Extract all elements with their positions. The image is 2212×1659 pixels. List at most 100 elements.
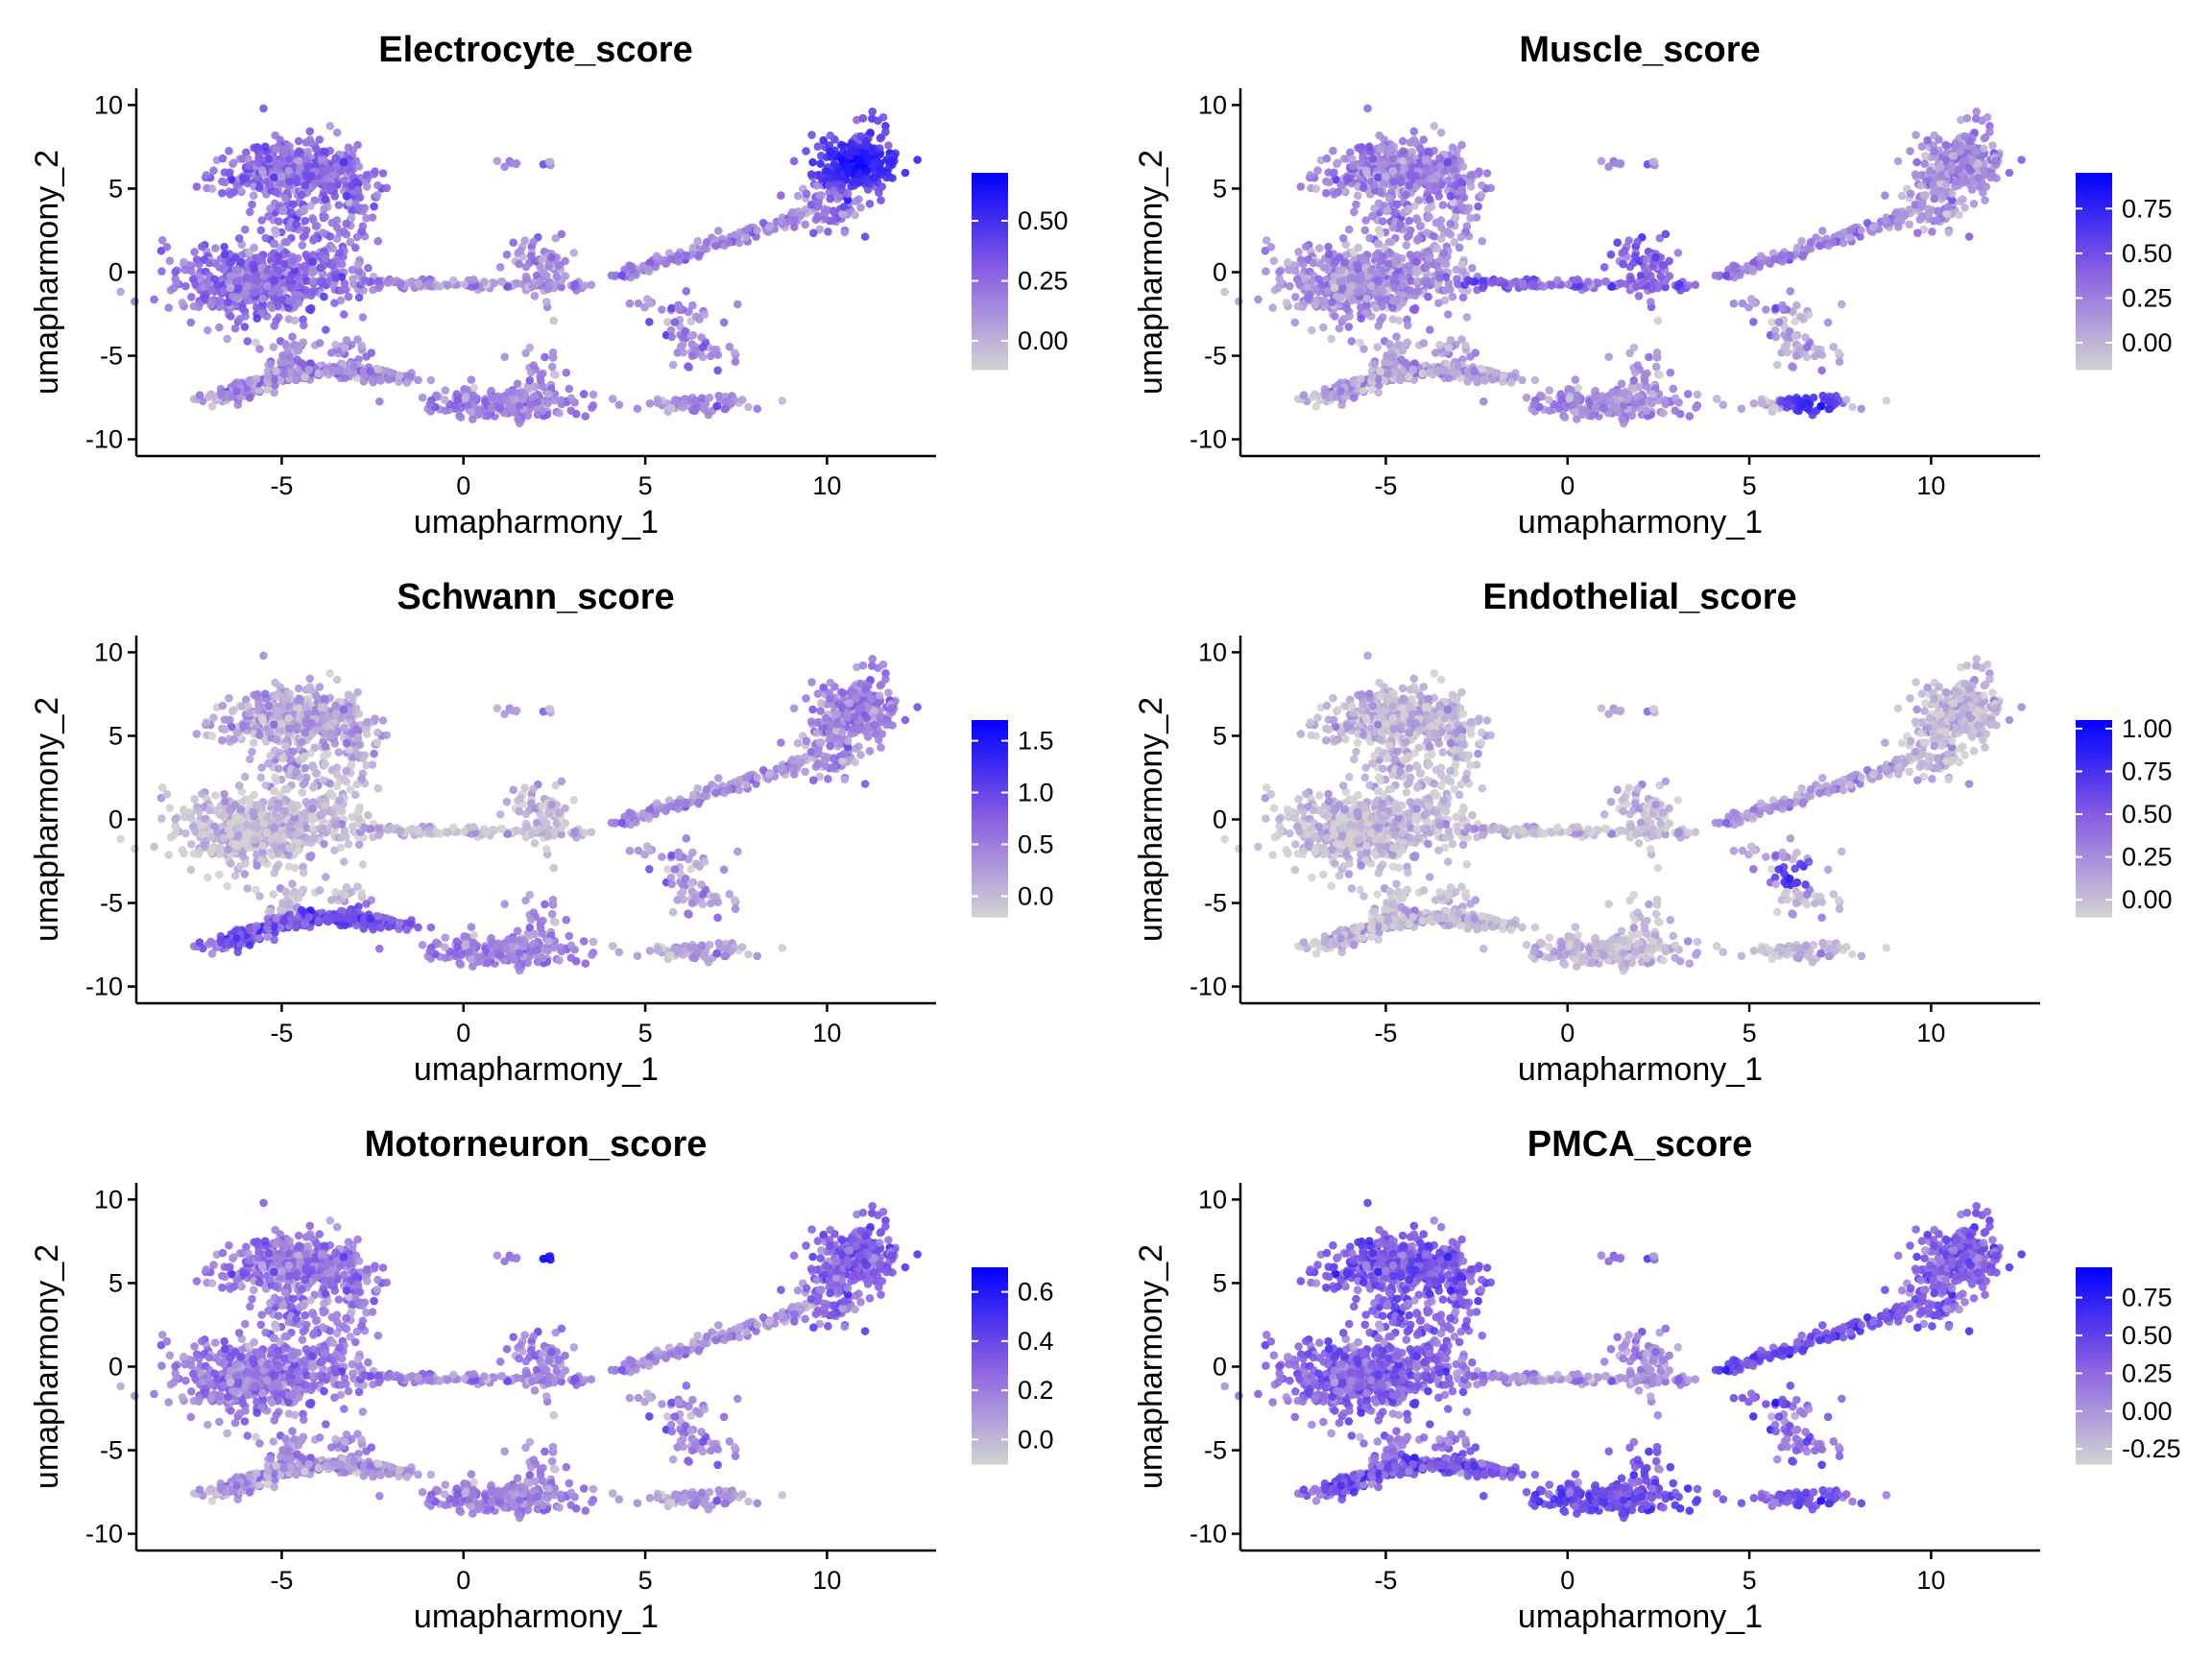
data-point xyxy=(300,321,308,330)
data-point xyxy=(1401,358,1410,368)
data-point xyxy=(581,412,590,421)
data-point xyxy=(1642,382,1651,391)
data-point xyxy=(1599,263,1609,272)
data-point xyxy=(1613,238,1622,247)
data-point xyxy=(1262,236,1271,245)
data-point xyxy=(281,340,290,349)
data-point xyxy=(457,403,466,413)
data-point xyxy=(1435,154,1444,162)
data-point xyxy=(1804,310,1814,320)
data-point xyxy=(1286,281,1294,291)
data-point xyxy=(1441,259,1451,269)
data-point xyxy=(1892,207,1901,217)
data-point xyxy=(614,400,624,410)
data-point xyxy=(1591,394,1599,402)
data-point xyxy=(157,236,167,245)
data-point xyxy=(764,223,774,231)
data-point xyxy=(549,316,559,325)
data-point xyxy=(1329,146,1337,156)
data-point xyxy=(1313,166,1322,175)
data-point xyxy=(1378,256,1386,265)
data-point xyxy=(1458,293,1468,302)
data-point xyxy=(263,372,273,381)
data-point xyxy=(1545,396,1553,404)
data-point xyxy=(352,232,362,242)
data-point xyxy=(301,226,311,235)
data-point xyxy=(1795,346,1804,354)
data-point xyxy=(645,299,655,308)
data-point xyxy=(526,368,536,377)
data-point xyxy=(1571,407,1580,417)
data-point xyxy=(570,279,580,289)
data-point xyxy=(250,243,259,252)
data-point xyxy=(1487,278,1497,287)
data-point xyxy=(589,390,598,399)
data-point xyxy=(1652,353,1662,362)
data-point xyxy=(860,232,870,241)
data-point xyxy=(344,143,353,152)
x-tick-label: 10 xyxy=(812,471,841,500)
data-point xyxy=(309,265,318,275)
data-point xyxy=(294,136,303,146)
data-point xyxy=(815,191,825,200)
data-point xyxy=(240,323,250,331)
data-point xyxy=(1617,279,1625,288)
data-point xyxy=(802,189,811,199)
data-point xyxy=(1368,211,1377,221)
data-point xyxy=(1345,225,1354,234)
data-point xyxy=(1500,371,1508,380)
data-point xyxy=(367,374,376,383)
data-point xyxy=(807,131,816,139)
data-point xyxy=(809,228,818,237)
data-point xyxy=(252,143,261,153)
data-point xyxy=(300,373,309,382)
data-point xyxy=(1359,345,1368,353)
data-point xyxy=(509,238,517,247)
data-point xyxy=(264,211,273,221)
data-point xyxy=(252,314,262,323)
data-point xyxy=(265,180,275,190)
data-point xyxy=(332,216,342,225)
data-point xyxy=(353,140,362,150)
data-point xyxy=(1408,365,1418,374)
data-point xyxy=(1815,241,1824,251)
data-point xyxy=(1921,152,1930,160)
data-point xyxy=(331,162,341,171)
data-point xyxy=(522,275,532,284)
data-point xyxy=(566,394,576,403)
data-point xyxy=(243,281,252,291)
colorbar-segment xyxy=(972,330,1008,335)
data-point xyxy=(279,146,289,155)
data-point xyxy=(1299,391,1309,399)
data-point xyxy=(487,403,496,412)
data-point xyxy=(1402,190,1410,200)
colorbar-segment xyxy=(972,271,1008,276)
data-point xyxy=(1457,140,1466,150)
data-point xyxy=(264,155,274,163)
data-point xyxy=(204,325,212,335)
data-point xyxy=(1358,158,1366,167)
data-point xyxy=(1804,404,1813,414)
data-point xyxy=(217,388,227,397)
data-point xyxy=(1294,248,1303,256)
data-point xyxy=(1329,169,1337,178)
data-point xyxy=(1477,190,1486,200)
data-point xyxy=(330,299,339,308)
data-point xyxy=(1478,236,1487,246)
data-point xyxy=(305,127,315,136)
colorbar-segment xyxy=(972,291,1008,296)
data-point xyxy=(225,146,233,156)
data-point xyxy=(1335,293,1345,301)
data-point xyxy=(1632,282,1641,291)
data-point xyxy=(1748,265,1757,274)
data-point xyxy=(1400,341,1408,349)
data-point xyxy=(342,219,350,228)
data-point xyxy=(386,368,396,377)
data-point xyxy=(362,171,372,180)
data-point xyxy=(539,406,547,416)
data-point xyxy=(1353,191,1362,200)
data-point xyxy=(1445,343,1454,352)
data-point xyxy=(1413,236,1422,245)
data-point xyxy=(321,212,329,222)
